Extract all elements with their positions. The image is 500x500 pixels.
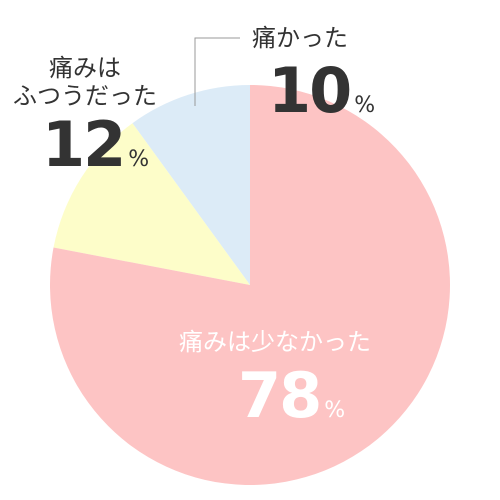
value-label: 10% xyxy=(268,60,375,137)
value-number: 10 xyxy=(268,54,352,127)
leader-line xyxy=(194,37,240,106)
pie-slice xyxy=(132,85,250,285)
pie-slice xyxy=(50,85,451,485)
value-number: 12 xyxy=(42,108,126,181)
value-unit: % xyxy=(354,93,376,118)
value-number: 78 xyxy=(238,359,322,432)
value-label: 78% xyxy=(238,365,345,442)
value-unit: % xyxy=(324,398,346,423)
pie-slice xyxy=(53,123,251,286)
slice-label: 痛みは少なかった xyxy=(179,328,371,356)
value-label: 12% xyxy=(42,114,149,191)
value-unit: % xyxy=(128,147,150,172)
slice-label: 痛かった xyxy=(252,24,348,52)
slice-label: 痛みは ふつうだった xyxy=(13,54,157,110)
